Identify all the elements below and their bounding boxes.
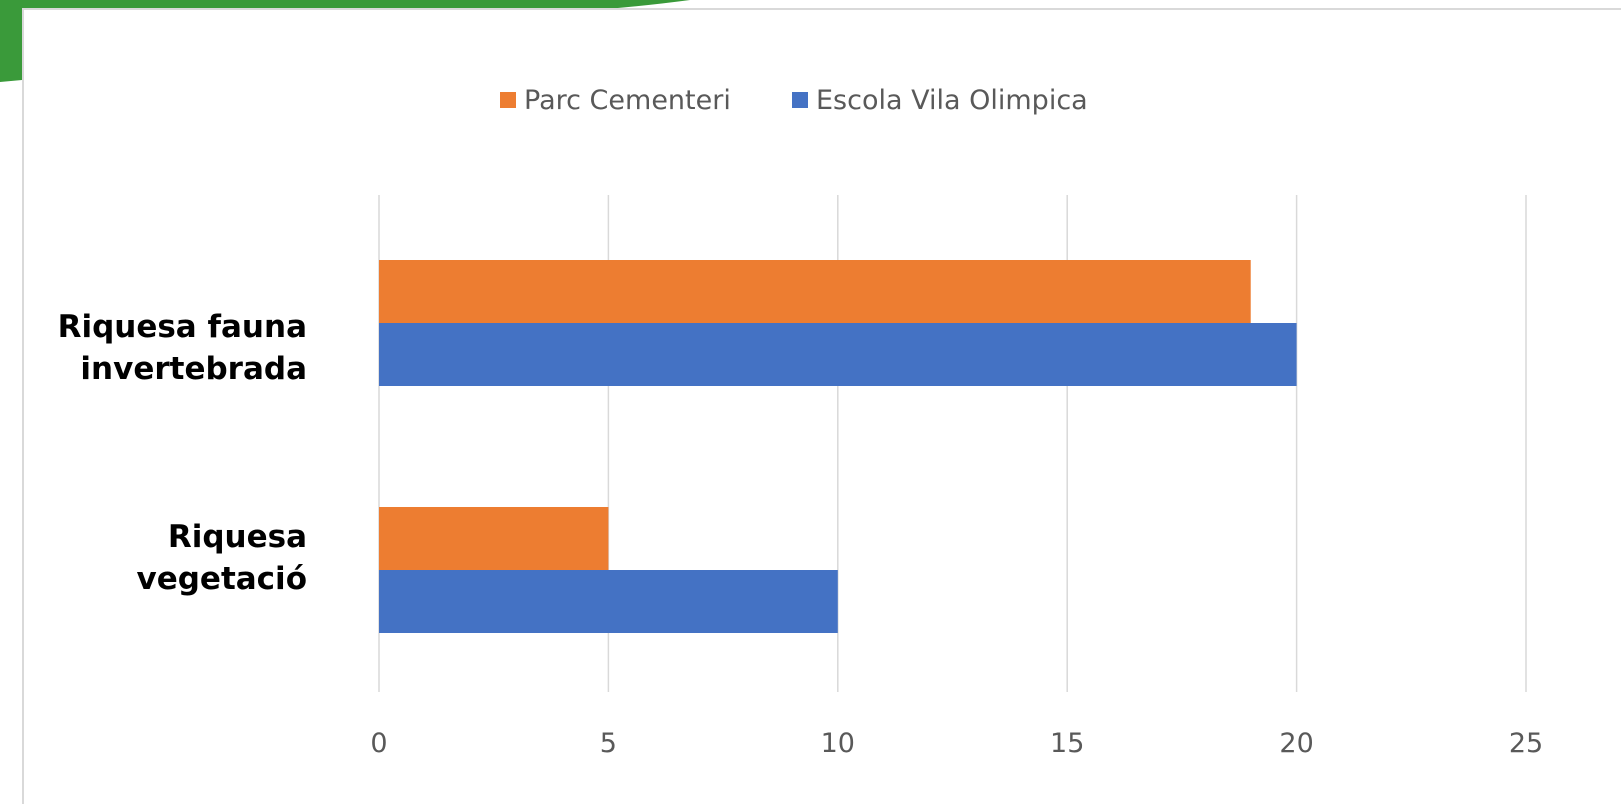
legend-swatch: [792, 92, 808, 108]
x-tick-label: 20: [1279, 728, 1313, 759]
category-label-line: Riquesa: [167, 519, 307, 555]
bar-escola-vila-olimpica-1: [379, 570, 838, 633]
category-label-fauna: Riquesa fauna invertebrada: [58, 306, 307, 390]
x-tick-label: 0: [370, 728, 387, 759]
x-tick-label: 15: [1050, 728, 1084, 759]
legend-swatch: [500, 92, 516, 108]
x-tick-label: 5: [600, 728, 617, 759]
bar-parc-cementeri-1: [379, 507, 609, 570]
legend-label: Escola Vila Olimpica: [816, 85, 1088, 116]
legend-label: Parc Cementeri: [524, 85, 731, 116]
legend: Parc Cementeri Escola Vila Olimpica: [500, 85, 1088, 116]
bars: [379, 260, 1297, 633]
chart-card: [22, 8, 1621, 804]
category-label-vegetacio: Riquesa vegetació: [137, 516, 308, 600]
category-label-line: Riquesa fauna: [57, 309, 307, 345]
category-label-line: vegetació: [136, 561, 308, 597]
category-label-line: invertebrada: [80, 351, 307, 387]
x-axis-ticks: 0 5 10 15 20 25: [370, 728, 1543, 759]
x-tick-label: 10: [821, 728, 855, 759]
bar-parc-cementeri-0: [379, 260, 1251, 323]
x-tick-label: 25: [1509, 728, 1543, 759]
bar-escola-vila-olimpica-0: [379, 323, 1297, 386]
